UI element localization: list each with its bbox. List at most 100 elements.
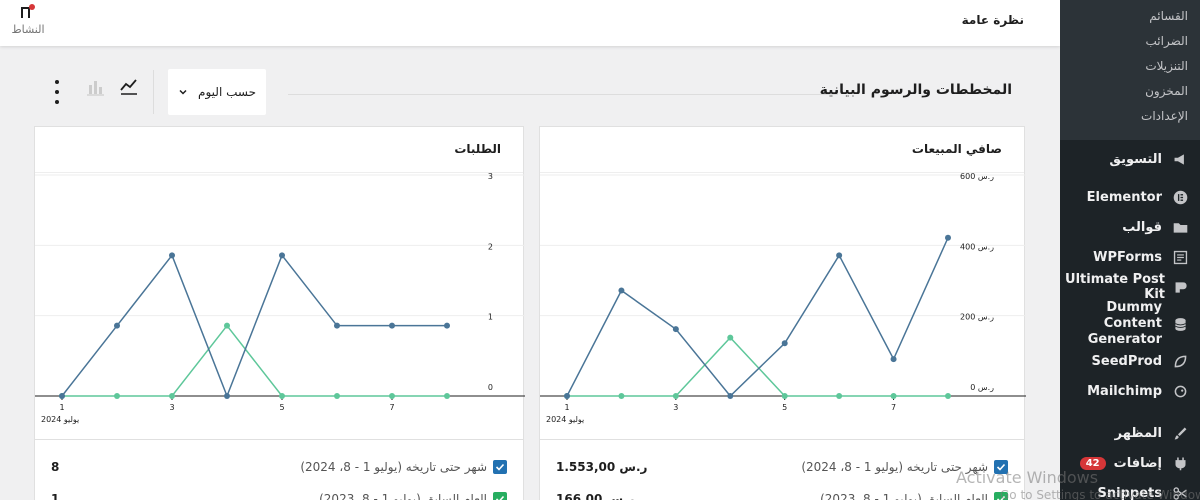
page-title: نظرة عامة bbox=[961, 13, 1024, 27]
data-point bbox=[279, 393, 285, 399]
megaphone-icon bbox=[1170, 149, 1190, 169]
legend-item-previous[interactable]: 1 العام السابق (يوليو 1 - 8، 2023) bbox=[51, 489, 507, 500]
data-point bbox=[444, 322, 450, 329]
scissors-icon bbox=[1170, 483, 1190, 500]
brush-icon bbox=[1170, 423, 1190, 443]
more-options-icon[interactable] bbox=[47, 80, 67, 104]
windows-watermark: Activate Windows bbox=[956, 468, 1099, 487]
series-line bbox=[567, 336, 948, 397]
y-tick-label: 600 ر.س bbox=[960, 173, 994, 181]
data-point bbox=[59, 393, 65, 399]
data-point bbox=[224, 393, 230, 399]
x-tick-label: 7 bbox=[891, 403, 896, 412]
submenu-item-settings[interactable]: الإعدادات bbox=[1141, 109, 1188, 123]
elementor-icon bbox=[1170, 187, 1190, 207]
data-point bbox=[444, 393, 450, 399]
data-point bbox=[334, 393, 340, 399]
submenu-item-taxes[interactable]: الضرائب bbox=[1145, 34, 1188, 48]
sidebar-item-templates[interactable]: قوالب bbox=[1060, 212, 1200, 242]
x-tick-label: 5 bbox=[782, 403, 787, 412]
submenu-item-downloads[interactable]: التنزيلات bbox=[1145, 59, 1188, 73]
line-chart-icon[interactable] bbox=[118, 76, 140, 98]
data-point bbox=[389, 322, 395, 329]
y-tick-label: 200 ر.س bbox=[960, 313, 994, 322]
data-point bbox=[672, 326, 679, 333]
data-point bbox=[279, 252, 285, 259]
sidebar-item-wpforms[interactable]: WPForms bbox=[1060, 242, 1200, 272]
sidebar-item-mailchimp[interactable]: Mailchimp bbox=[1060, 376, 1200, 406]
data-point bbox=[890, 356, 897, 363]
sidebar-item-appearance[interactable]: المظهر bbox=[1060, 418, 1200, 448]
legend-item-previous[interactable]: 166,00 ر.س العام السابق (يوليو 1 - 8، 20… bbox=[556, 489, 1008, 500]
x-tick-label: 3 bbox=[169, 403, 174, 412]
data-point bbox=[727, 334, 734, 341]
legend-value: 8 bbox=[51, 460, 60, 474]
upk-icon bbox=[1173, 277, 1190, 297]
activity-label: النشاط bbox=[11, 23, 45, 36]
legend-item-current[interactable]: 8 شهر حتى تاريخه (يوليو 1 - 8، 2024) bbox=[51, 457, 507, 477]
activity-button[interactable]: النشاط bbox=[8, 3, 48, 36]
bar-chart-icon[interactable] bbox=[84, 76, 106, 98]
data-point bbox=[334, 322, 340, 329]
data-point bbox=[169, 393, 175, 399]
submenu-item-coupons[interactable]: القسائم bbox=[1149, 9, 1188, 23]
legend-value: 1.553,00 ر.س bbox=[556, 460, 648, 474]
sidebar-item-dummy-content[interactable]: Dummy Content Generator bbox=[1060, 300, 1200, 347]
net-sales-chart: 600 ر.س 400 ر.س 200 ر.س 0 ر.س 1 3 5 7 يوليو 2024 bbox=[540, 173, 1026, 424]
data-point bbox=[618, 393, 625, 399]
data-point bbox=[564, 393, 570, 399]
submenu-item-stock[interactable]: المخزون bbox=[1145, 84, 1188, 98]
data-point bbox=[114, 322, 120, 329]
legend-label: العام السابق (يوليو 1 - 8، 2023) bbox=[820, 492, 988, 500]
data-point bbox=[727, 393, 734, 399]
checkbox[interactable] bbox=[994, 460, 1008, 474]
database-icon bbox=[1170, 314, 1190, 334]
data-point bbox=[836, 393, 843, 399]
chart-title: صافي المبيعات bbox=[911, 142, 1002, 156]
sidebar-item-plugins[interactable]: إضافات 42 bbox=[1060, 448, 1200, 478]
y-tick-label: 0 bbox=[488, 383, 493, 392]
toolbar-divider bbox=[153, 70, 154, 114]
legend-value: 1 bbox=[51, 492, 60, 500]
plugin-update-badge: 42 bbox=[1079, 456, 1106, 470]
sidebar-item-marketing[interactable]: التسويق bbox=[1060, 144, 1200, 174]
data-point bbox=[781, 393, 788, 399]
data-point bbox=[945, 393, 951, 399]
sidebar-item-ultimate-post-kit[interactable]: Ultimate Post Kit bbox=[1060, 272, 1200, 302]
legend-item-current[interactable]: 1.553,00 ر.س شهر حتى تاريخه (يوليو 1 - 8… bbox=[556, 457, 1008, 477]
x-tick-label: 3 bbox=[673, 403, 678, 412]
orders-chart-card: الطلبات 3 2 1 0 1 3 5 7 يوليو 2024 8 شهر حتى تار… bbox=[34, 126, 525, 500]
sidebar-item-snippets[interactable]: Snippets bbox=[1060, 478, 1200, 500]
checkbox[interactable] bbox=[493, 460, 507, 474]
data-point bbox=[389, 393, 395, 399]
x-tick-label: 5 bbox=[279, 403, 284, 412]
x-tick-label: 1 bbox=[564, 403, 569, 412]
series-line bbox=[62, 324, 447, 397]
net-sales-chart-card: صافي المبيعات 600 ر.س 400 ر.س 200 ر.س 0 ر.س… bbox=[539, 126, 1026, 500]
x-axis-sublabel: يوليو 2024 bbox=[546, 415, 584, 424]
data-point bbox=[781, 340, 788, 347]
plugin-icon bbox=[1170, 453, 1190, 473]
interval-select-value: حسب اليوم bbox=[198, 85, 256, 99]
data-point bbox=[890, 393, 897, 399]
activity-icon bbox=[21, 4, 35, 18]
y-tick-label: 0 ر.س bbox=[970, 383, 994, 392]
form-icon bbox=[1170, 247, 1190, 267]
x-tick-label: 1 bbox=[59, 403, 64, 412]
checkbox[interactable] bbox=[493, 492, 507, 500]
submenu: القسائم الضرائب التنزيلات المخزون الإعدا… bbox=[1060, 0, 1200, 140]
y-tick-label: 1 bbox=[488, 313, 493, 322]
data-point bbox=[945, 234, 951, 241]
x-axis-sublabel: يوليو 2024 bbox=[41, 415, 79, 424]
x-tick-label: 7 bbox=[389, 403, 394, 412]
interval-select[interactable]: حسب اليوم bbox=[168, 69, 266, 115]
admin-sidebar: القسائم الضرائب التنزيلات المخزون الإعدا… bbox=[1060, 0, 1200, 500]
sidebar-item-seedprod[interactable]: SeedProd bbox=[1060, 346, 1200, 376]
data-point bbox=[672, 393, 679, 399]
series-line bbox=[61, 253, 447, 399]
top-header: النشاط نظرة عامة bbox=[0, 0, 1060, 46]
series-line bbox=[566, 237, 949, 398]
legend-value: 166,00 ر.س bbox=[556, 492, 635, 500]
data-point bbox=[169, 252, 175, 259]
sidebar-item-elementor[interactable]: Elementor bbox=[1060, 182, 1200, 212]
